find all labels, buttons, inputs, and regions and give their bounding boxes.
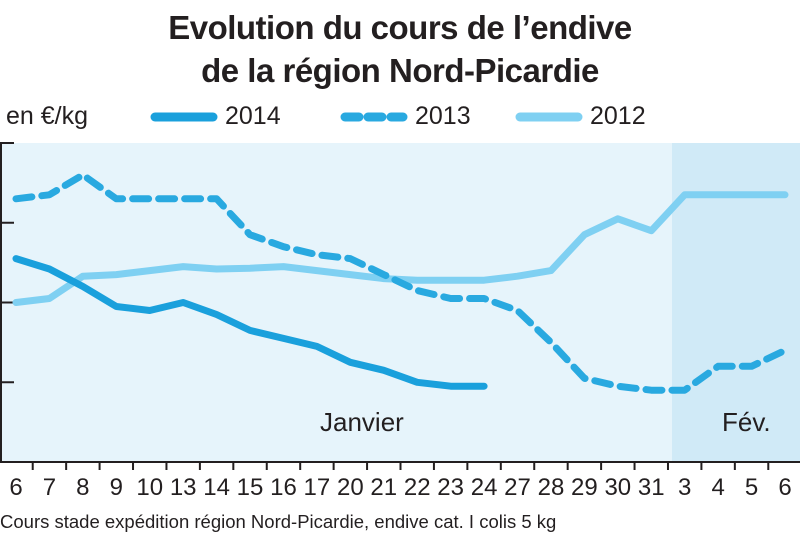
x-tick-label: 30 xyxy=(604,474,632,501)
x-tick-label: 6 xyxy=(9,474,23,501)
legend-label-2012: 2012 xyxy=(590,102,646,130)
x-tick-label: 17 xyxy=(303,474,331,501)
legend-label-2014: 2014 xyxy=(225,102,281,130)
x-tick-label: 21 xyxy=(370,474,398,501)
x-tick-label: 9 xyxy=(109,474,123,501)
chart-title-line1: Evolution du cours de l’endive xyxy=(168,9,632,46)
chart-title: Evolution du cours de l’endive de la rég… xyxy=(0,6,800,92)
x-tick-label: 3 xyxy=(678,474,692,501)
x-tick-label: 23 xyxy=(437,474,464,501)
x-tick-label: 24 xyxy=(470,474,498,501)
x-tick-label: 5 xyxy=(744,474,759,501)
x-tick-label: 16 xyxy=(270,474,297,501)
x-tick-label: 4 xyxy=(711,474,725,501)
series-line-2013 xyxy=(12,171,789,394)
x-tick-label: 14 xyxy=(203,474,230,501)
legend-label-2013: 2013 xyxy=(415,102,471,130)
x-tick-label: 8 xyxy=(76,474,90,501)
x-tick-label: 27 xyxy=(504,474,531,501)
x-tick-label: 10 xyxy=(136,474,164,501)
x-tick-label: 13 xyxy=(169,474,197,501)
x-tick-label: 22 xyxy=(403,474,431,501)
x-tick-label: 20 xyxy=(336,474,364,501)
y-axis-unit-label: en €/kg xyxy=(6,102,89,130)
x-tick-label: 7 xyxy=(42,474,57,501)
chart-title-line2: de la région Nord-Picardie xyxy=(201,52,599,89)
x-tick-label: 31 xyxy=(637,474,665,501)
month-label-fevrier: Fév. xyxy=(722,407,771,437)
x-tick-label: 6 xyxy=(778,474,792,501)
x-tick-label: 29 xyxy=(571,474,598,501)
month-label-janvier: Janvier xyxy=(320,407,404,437)
x-tick-label: 28 xyxy=(537,474,565,501)
x-tick-label: 15 xyxy=(236,474,264,501)
source-note: Cours stade expédition région Nord-Picar… xyxy=(0,511,557,532)
